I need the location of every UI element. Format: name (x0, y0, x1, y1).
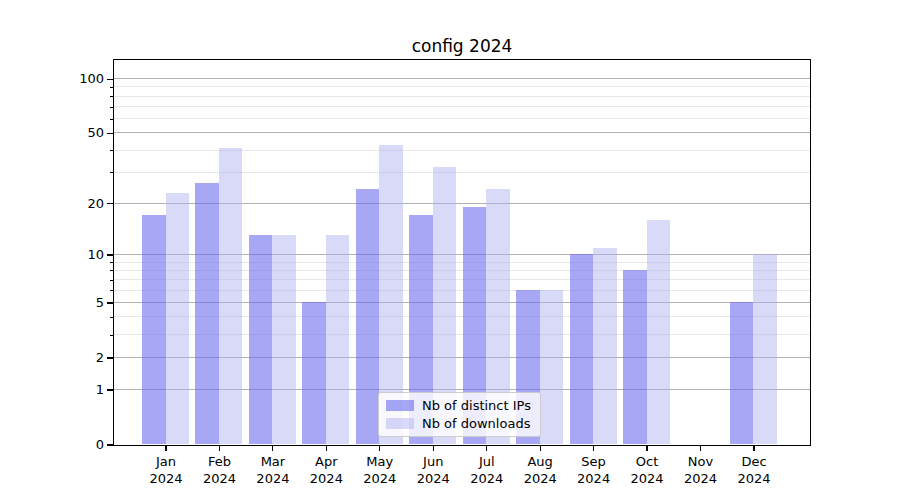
bar-downloads-dec (753, 254, 777, 444)
x-tick-month: Apr (294, 453, 358, 470)
x-tick-label: Feb2024 (187, 453, 251, 487)
x-tickmark (753, 446, 754, 451)
x-tickmark (379, 446, 380, 451)
legend-swatch-downloads (386, 418, 414, 429)
bar-downloads-jan (166, 193, 190, 445)
y-tick-label: 1 (44, 382, 104, 398)
legend: Nb of distinct IPs Nb of downloads (378, 392, 541, 437)
x-tickmark (272, 446, 273, 451)
x-tick-label: Jun2024 (401, 453, 465, 487)
bar-downloads-mar (272, 235, 296, 444)
x-tickmark (593, 446, 594, 451)
legend-row-downloads: Nb of downloads (386, 416, 531, 431)
y-tick-label: 2 (44, 350, 104, 366)
x-tick-month: Jun (401, 453, 465, 470)
x-tick-label: Oct2024 (615, 453, 679, 487)
x-tick-label: Dec2024 (722, 453, 786, 487)
bar-downloads-oct (647, 220, 671, 445)
x-tick-label: Mar2024 (241, 453, 305, 487)
x-tick-year: 2024 (722, 470, 786, 487)
x-tickmark (486, 446, 487, 451)
x-tick-label: Aug2024 (508, 453, 572, 487)
x-tick-year: 2024 (134, 470, 198, 487)
x-tickmark (433, 446, 434, 451)
y-tick-label: 10 (44, 247, 104, 263)
chart-title: config 2024 (114, 36, 810, 56)
minor-gridline (114, 106, 810, 107)
x-tick-year: 2024 (348, 470, 412, 487)
major-gridline (114, 132, 810, 133)
legend-row-distinct-ips: Nb of distinct IPs (386, 398, 531, 413)
legend-label-downloads: Nb of downloads (422, 416, 530, 431)
minor-gridline (114, 96, 810, 97)
x-tickmark (540, 446, 541, 451)
x-tick-year: 2024 (508, 470, 572, 487)
bar-downloads-sep (593, 248, 617, 445)
x-tickmark (165, 446, 166, 451)
y-tick-label: 100 (44, 71, 104, 87)
x-tickmark (326, 446, 327, 451)
bar-downloads-aug (540, 290, 564, 444)
bar-distinct-ips-sep (570, 254, 594, 444)
x-tick-month: May (348, 453, 412, 470)
bar-distinct-ips-may (356, 189, 380, 444)
legend-swatch-distinct-ips (386, 400, 414, 411)
minor-gridline (114, 150, 810, 151)
x-tick-year: 2024 (187, 470, 251, 487)
x-tick-year: 2024 (401, 470, 465, 487)
x-tick-label: Jul2024 (455, 453, 519, 487)
x-tick-year: 2024 (241, 470, 305, 487)
bar-distinct-ips-jan (142, 215, 166, 444)
x-tick-label: Jan2024 (134, 453, 198, 487)
y-tick-label: 20 (44, 196, 104, 212)
x-tick-label: Apr2024 (294, 453, 358, 487)
y-tick-label: 50 (44, 125, 104, 141)
chart-canvas: config 2024 0125102050100Jan2024Feb2024M… (0, 0, 900, 500)
plot-area (113, 59, 811, 446)
x-tick-month: Oct (615, 453, 679, 470)
x-tick-label: May2024 (348, 453, 412, 487)
legend-label-distinct-ips: Nb of distinct IPs (422, 398, 531, 413)
x-tickmark (700, 446, 701, 451)
minor-gridline (114, 172, 810, 173)
x-tick-month: Feb (187, 453, 251, 470)
minor-gridline (114, 118, 810, 119)
bar-distinct-ips-feb (195, 183, 219, 444)
x-tick-month: Aug (508, 453, 572, 470)
bar-distinct-ips-apr (302, 302, 326, 444)
y-tick-label: 5 (44, 295, 104, 311)
x-tick-year: 2024 (455, 470, 519, 487)
x-tick-year: 2024 (669, 470, 733, 487)
x-tick-month: Jan (134, 453, 198, 470)
x-tick-year: 2024 (615, 470, 679, 487)
x-tick-year: 2024 (294, 470, 358, 487)
bar-downloads-feb (219, 148, 243, 444)
x-tick-month: Dec (722, 453, 786, 470)
x-tickmark (219, 446, 220, 451)
bar-distinct-ips-mar (249, 235, 273, 444)
x-tick-month: Sep (562, 453, 626, 470)
minor-gridline (114, 86, 810, 87)
bar-downloads-apr (326, 235, 350, 444)
x-tick-month: Mar (241, 453, 305, 470)
x-tick-month: Jul (455, 453, 519, 470)
x-tick-label: Nov2024 (669, 453, 733, 487)
bar-distinct-ips-oct (623, 270, 647, 444)
major-gridline (114, 78, 810, 79)
x-tick-month: Nov (669, 453, 733, 470)
x-tick-label: Sep2024 (562, 453, 626, 487)
bar-distinct-ips-dec (730, 302, 754, 444)
x-tickmark (646, 446, 647, 451)
y-tick-label: 0 (44, 437, 104, 453)
x-tick-year: 2024 (562, 470, 626, 487)
